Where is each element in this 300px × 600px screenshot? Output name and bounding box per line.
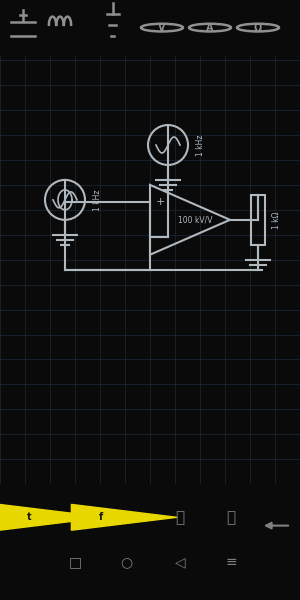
Polygon shape <box>71 505 177 530</box>
Text: A: A <box>206 23 214 32</box>
Bar <box>251 195 265 245</box>
Text: 1 kΩ: 1 kΩ <box>272 211 281 229</box>
Text: ◁: ◁ <box>175 555 185 569</box>
Text: V: V <box>158 23 166 32</box>
Polygon shape <box>0 505 105 530</box>
Text: +: + <box>155 197 165 208</box>
Text: 1 kHz: 1 kHz <box>196 134 205 156</box>
Text: f: f <box>99 512 103 523</box>
Text: 📂: 📂 <box>176 510 184 525</box>
Text: Ω: Ω <box>254 23 262 32</box>
Text: −: − <box>155 232 165 242</box>
Text: 📷: 📷 <box>226 510 236 525</box>
Text: 1 kHz: 1 kHz <box>93 189 102 211</box>
Text: □: □ <box>68 555 82 569</box>
Text: ≡: ≡ <box>225 555 237 569</box>
Text: t: t <box>27 512 32 523</box>
Text: 100 kV/V: 100 kV/V <box>178 215 212 224</box>
Text: ○: ○ <box>120 555 132 569</box>
